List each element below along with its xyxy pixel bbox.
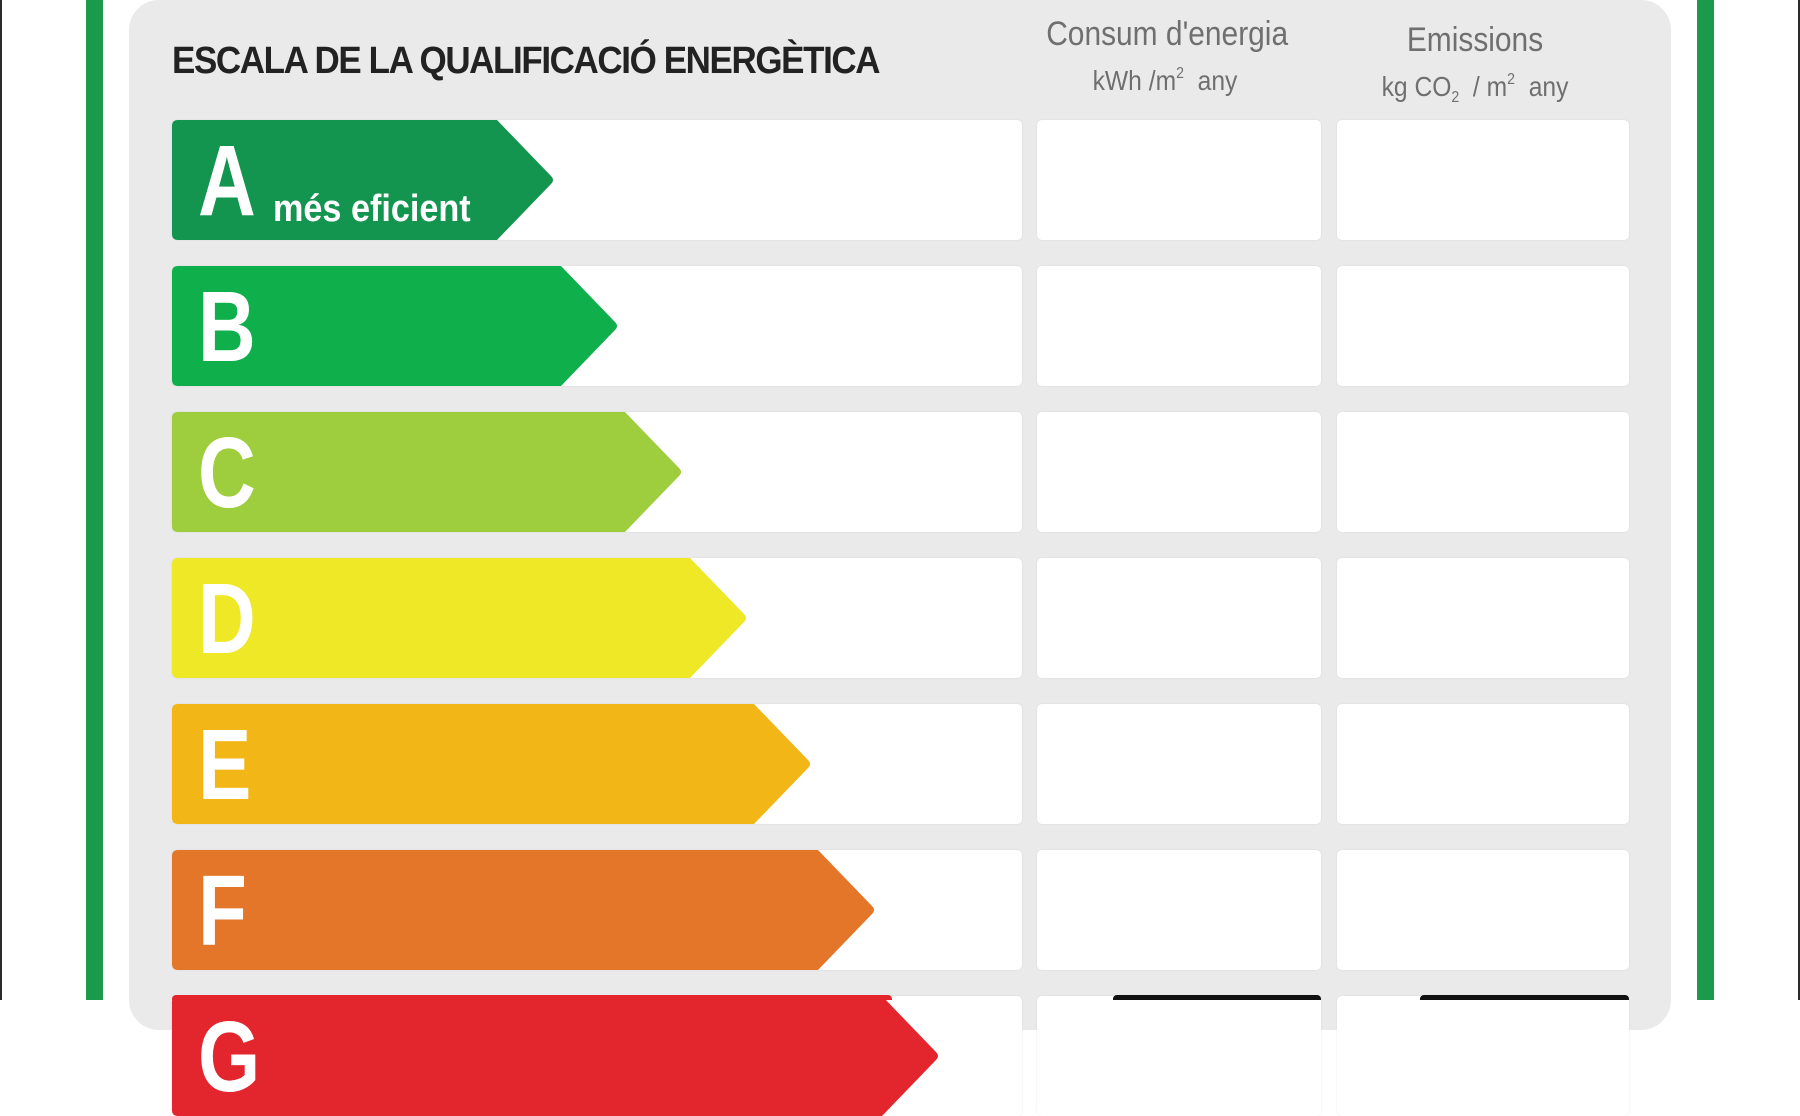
energy-header-unit: kWh /m2 any: [1046, 54, 1284, 101]
page-edge-right: [1798, 0, 1800, 1000]
rating-arrow-f: [172, 850, 874, 970]
column-header-emissions: Emissions kg CO2 / m2 any: [1356, 20, 1594, 118]
energy-value-cell: [1037, 704, 1321, 824]
emissions-value-cell-g: [1420, 995, 1629, 1000]
emissions-value-cell: [1337, 850, 1629, 970]
rating-row-f: F: [0, 850, 1800, 970]
energy-value-cell: [1037, 120, 1321, 240]
rating-letter: E: [198, 709, 252, 821]
emissions-unit-sup: 2: [1507, 71, 1515, 88]
rating-row-c: C: [0, 412, 1800, 532]
rating-letter: D: [198, 563, 256, 675]
rating-letter: G: [198, 1001, 261, 1113]
rating-letter: F: [198, 855, 247, 967]
energy-unit-sup: 2: [1176, 65, 1184, 82]
rating-row-d: D: [0, 558, 1800, 678]
energy-value-cell: [1037, 266, 1321, 386]
rating-letter: B: [198, 271, 256, 383]
rating-row-b: B: [0, 266, 1800, 386]
energy-unit-period: any: [1197, 65, 1238, 96]
emissions-value-cell: [1337, 704, 1629, 824]
label-border-left: [86, 0, 103, 1000]
emissions-value-cell: [1337, 266, 1629, 386]
energy-header-title: Consum d'energia: [1046, 15, 1289, 53]
emissions-header-title: Emissions: [1406, 21, 1544, 59]
rating-arrow-e: [172, 704, 810, 824]
emissions-unit-text: kg CO: [1381, 71, 1452, 102]
rating-arrow-g: [172, 995, 892, 1000]
rating-letter: C: [198, 417, 256, 529]
rating-row-g: G: [0, 996, 1800, 1116]
emissions-value-cell: [1337, 412, 1629, 532]
energy-value-cell-g: [1113, 995, 1321, 1000]
rating-arrow-b: [172, 266, 617, 386]
label-border-right: [1697, 0, 1714, 1000]
column-header-energy: Consum d'energia kWh /m2 any: [1046, 14, 1289, 101]
rating-description: més eficient: [273, 188, 471, 230]
rating-row-e: E: [0, 704, 1800, 824]
emissions-value-cell: [1337, 558, 1629, 678]
energy-value-cell: [1037, 850, 1321, 970]
emissions-unit-period: any: [1528, 71, 1569, 102]
energy-value-cell: [1037, 412, 1321, 532]
rating-arrow-d: [172, 558, 746, 678]
energy-value-cell: [1037, 558, 1321, 678]
emissions-unit-per: / m: [1472, 71, 1508, 102]
rating-arrow-c: [172, 412, 681, 532]
rating-arrow-g: [172, 996, 938, 1116]
energy-value-cell: [1037, 996, 1321, 1116]
emissions-value-cell: [1337, 996, 1629, 1116]
rating-letter: A: [198, 125, 256, 237]
page-edge-left: [0, 0, 2, 1000]
energy-unit-text: kWh /m: [1092, 65, 1177, 96]
emissions-header-unit: kg CO2 / m2 any: [1356, 60, 1594, 118]
emissions-unit-sub: 2: [1451, 89, 1460, 106]
emissions-value-cell: [1337, 120, 1629, 240]
rating-arrow-a: [172, 120, 553, 240]
page-title: ESCALA DE LA QUALIFICACIÓ ENERGÈTICA: [172, 40, 881, 82]
